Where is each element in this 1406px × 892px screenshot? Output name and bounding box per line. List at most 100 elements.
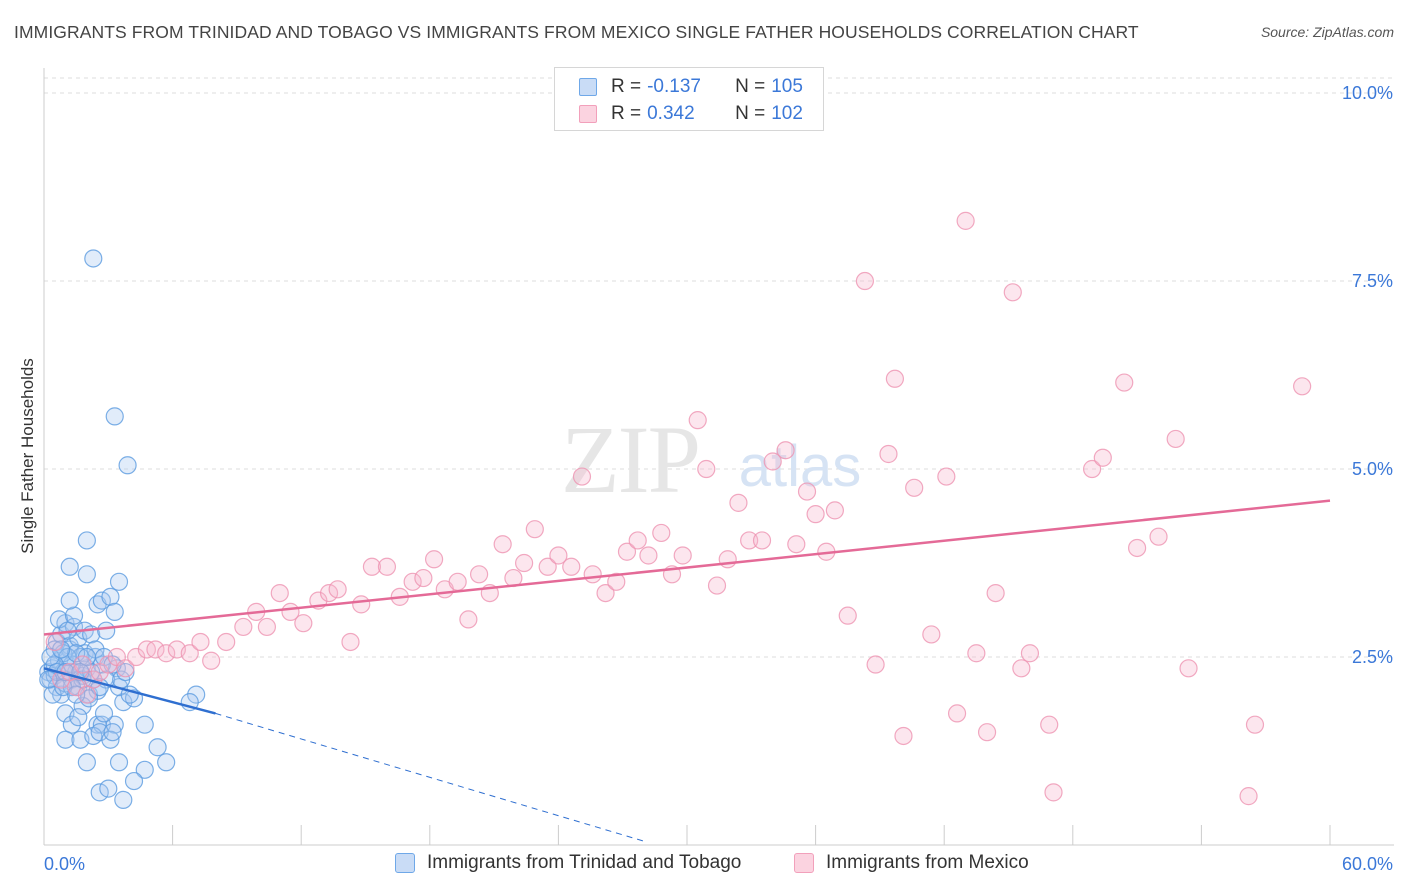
- mexico-point: [157, 644, 176, 663]
- mexico-point: [607, 572, 626, 591]
- mexico-point: [596, 583, 615, 603]
- x-tick-label: 0.0%: [44, 854, 85, 874]
- trinidad-point: [135, 760, 154, 779]
- series-trinidad-points: [39, 249, 206, 809]
- trinidad-point: [105, 715, 124, 734]
- mexico-point: [688, 411, 707, 430]
- grid-lines: [44, 77, 1394, 658]
- mexico-point: [493, 535, 512, 554]
- trinidad-point: [52, 640, 71, 659]
- trinidad-point: [60, 557, 79, 576]
- legend-item-trinidad[interactable]: Immigrants from Trinidad and Tobago: [395, 852, 741, 874]
- mexico-trend-line: [43, 499, 1331, 636]
- trinidad-point: [109, 753, 129, 772]
- stat-row-trinidad: R = -0.137 N = 105: [579, 74, 803, 100]
- trinidad-point: [43, 685, 62, 704]
- mexico-point: [1003, 283, 1022, 302]
- mexico-point: [403, 572, 422, 591]
- trinidad-point: [69, 708, 88, 727]
- trinidad-point: [94, 704, 114, 723]
- mexico-point: [549, 546, 568, 565]
- trinidad-point: [148, 738, 167, 757]
- trinidad-point: [118, 456, 137, 475]
- axes: [43, 68, 1394, 846]
- mexico-point: [572, 467, 592, 486]
- trinidad-point: [114, 693, 133, 712]
- y-axis-label: Single Father Households: [18, 358, 37, 554]
- mexico-point: [729, 493, 748, 512]
- mexico-point: [294, 614, 313, 633]
- mexico-point: [583, 565, 602, 584]
- y-tick-label: 2.5%: [1352, 647, 1393, 667]
- mexico-point: [838, 606, 857, 625]
- trinidad-point: [124, 771, 144, 791]
- correlation-stats-box: R = -0.137 N = 105 R = 0.342 N = 102: [554, 67, 824, 131]
- mexico-point: [328, 580, 347, 599]
- trinidad-point: [105, 602, 124, 621]
- trinidad-point: [92, 655, 111, 674]
- trinidad-point: [114, 790, 133, 809]
- mexico-point: [1179, 659, 1198, 678]
- trend-lines: [43, 499, 1331, 842]
- mexico-point: [116, 659, 135, 678]
- mexico-point: [639, 546, 658, 565]
- mexico-point: [855, 271, 874, 291]
- trinidad-trend-line: [43, 667, 216, 715]
- stat-n-value: 102: [771, 103, 803, 124]
- mexico-point: [797, 482, 817, 501]
- legend-item-mexico[interactable]: Immigrants from Mexico: [794, 852, 1029, 874]
- stat-swatch-trinidad: [579, 78, 597, 96]
- mexico-point: [146, 640, 165, 659]
- mexico-point: [1166, 429, 1185, 449]
- mexico-point: [922, 625, 941, 644]
- mexico-point: [73, 655, 92, 674]
- mexico-point: [617, 542, 637, 561]
- stat-r-value: 0.342: [647, 103, 695, 124]
- mexico-point: [673, 546, 692, 565]
- stat-row-mexico: R = 0.342 N = 102: [579, 101, 803, 127]
- mexico-point: [866, 655, 885, 674]
- stat-r-label: R =: [611, 76, 642, 97]
- legend: Immigrants from Trinidad and Tobago Immi…: [0, 852, 1406, 878]
- trinidad-point: [90, 723, 109, 742]
- stat-n-label: N =: [735, 103, 766, 124]
- trinidad-point: [77, 531, 96, 550]
- trinidad-point: [77, 753, 96, 772]
- trinidad-trend-extension: [215, 712, 645, 842]
- mexico-point: [414, 568, 433, 588]
- mexico-point: [538, 557, 557, 576]
- trinidad-point: [73, 696, 92, 715]
- trinidad-point: [67, 644, 86, 663]
- legend-swatch-trinidad: [395, 853, 415, 873]
- mexico-point: [1040, 715, 1059, 734]
- mexico-point: [45, 632, 64, 652]
- mexico-point: [1093, 448, 1112, 467]
- stat-r-label: R =: [611, 103, 642, 124]
- watermark-zip: ZIP: [561, 406, 699, 513]
- mexico-point: [806, 505, 825, 524]
- watermark: ZIP atlas: [561, 406, 861, 513]
- mexico-point: [956, 211, 975, 230]
- trinidad-point: [62, 715, 81, 734]
- x-tick-label: 60.0%: [1342, 854, 1393, 874]
- mexico-point: [652, 523, 671, 543]
- mexico-point: [740, 531, 759, 550]
- trinidad-point: [77, 565, 96, 584]
- y-tick-label: 7.5%: [1352, 271, 1393, 291]
- mexico-point: [986, 583, 1005, 603]
- mexico-point: [469, 565, 489, 584]
- trinidad-point: [41, 647, 60, 667]
- mexico-point: [1044, 783, 1063, 802]
- trinidad-point: [101, 587, 120, 606]
- mexico-point: [787, 535, 806, 554]
- mexico-point: [977, 723, 997, 742]
- mexico-point: [1127, 538, 1147, 558]
- trinidad-point: [101, 730, 120, 749]
- mexico-point: [1245, 715, 1265, 734]
- mexico-point: [562, 557, 581, 576]
- mexico-point: [1012, 659, 1031, 678]
- mexico-point: [515, 553, 534, 573]
- mexico-point: [967, 644, 986, 663]
- mexico-point: [424, 550, 444, 569]
- mexico-point: [763, 452, 782, 471]
